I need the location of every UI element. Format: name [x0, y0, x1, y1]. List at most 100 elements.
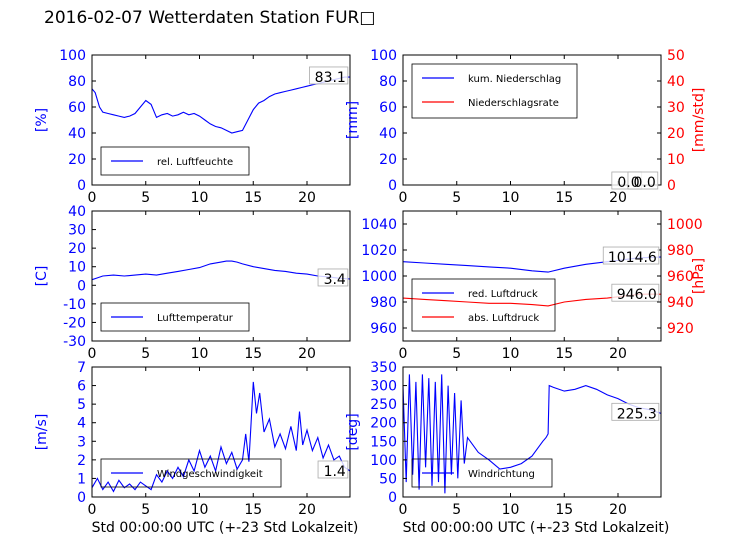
panel-middle-right — [402, 210, 662, 342]
y-axis-label: [%] — [34, 108, 50, 132]
annotation-value: 0.0 — [617, 175, 639, 191]
y-tick-label: 80 — [379, 74, 397, 90]
annotation-box — [317, 268, 349, 287]
legend-label: Niederschlagsrate — [468, 98, 559, 109]
y-axis-label: [m/s] — [34, 414, 50, 451]
x-tick-label: 20 — [298, 502, 316, 518]
y-tick-label: 60 — [68, 100, 86, 116]
x-tick-label: 20 — [298, 346, 316, 362]
y2-tick-label: 960 — [667, 269, 694, 285]
legend-box-bottom-right — [411, 458, 553, 488]
x-tick-label: 0 — [399, 346, 408, 362]
y-tick-label: 20 — [68, 241, 86, 257]
annotation-box — [627, 171, 659, 190]
legend-label: red. Luftdruck — [468, 289, 538, 300]
plot-frame-middle-left — [91, 210, 351, 342]
y-tick-label: 960 — [370, 321, 397, 337]
x-tick-label: 0 — [88, 346, 97, 362]
y-tick-label: 0 — [388, 490, 397, 506]
y-tick-label: 980 — [370, 295, 397, 311]
y2-tick-label: 920 — [667, 321, 694, 337]
x-tick-label: 0 — [399, 190, 408, 206]
plot-frame-bottom-right — [402, 366, 662, 498]
panel-middle-left — [91, 210, 351, 342]
legend-box-top-right — [411, 63, 578, 119]
series-line-middle-left-0 — [91, 260, 351, 281]
annotation-value: 1014.6 — [608, 250, 657, 266]
plot-frame-top-right — [402, 54, 662, 186]
y-tick-label: 0 — [388, 178, 397, 194]
y-tick-label: 0 — [77, 490, 86, 506]
panel-top-left — [91, 54, 351, 186]
annotation-box — [611, 402, 660, 421]
x-tick-label: 10 — [191, 502, 209, 518]
y2-tick-label: 1000 — [667, 217, 703, 233]
x-tick-label: 5 — [452, 502, 461, 518]
y-tick-label: 150 — [370, 434, 397, 450]
x-tick-label: 15 — [244, 346, 262, 362]
legend-label: Lufttemperatur — [157, 313, 234, 324]
y-tick-label: -20 — [63, 315, 86, 331]
y-tick-label: 20 — [379, 152, 397, 168]
y-tick-label: 30 — [68, 223, 86, 239]
y-tick-label: -10 — [63, 297, 86, 313]
x-tick-label: 5 — [141, 502, 150, 518]
y-tick-label: 60 — [379, 100, 397, 116]
y-tick-label: 40 — [68, 126, 86, 142]
y-axis-label: [C] — [34, 266, 50, 287]
figure-title: 2016-02-07 Wetterdaten Station FUR□ — [44, 8, 376, 28]
y-tick-label: 300 — [370, 379, 397, 395]
y2-axis-label: [mm/std] — [691, 88, 707, 153]
y-tick-label: 1 — [77, 471, 86, 487]
legend-box-bottom-left — [100, 458, 282, 488]
y2-tick-label: 10 — [667, 152, 685, 168]
y-tick-label: 1000 — [361, 269, 397, 285]
y2-tick-label: 30 — [667, 100, 685, 116]
y-tick-label: 50 — [379, 471, 397, 487]
legend-label: rel. Luftfeuchte — [157, 157, 233, 168]
x-tick-label: 10 — [191, 346, 209, 362]
series-line-bottom-left-0 — [91, 381, 351, 493]
plot-frame-bottom-left — [91, 366, 351, 498]
y-tick-label: 100 — [59, 48, 86, 64]
plot-frame-top-left — [91, 54, 351, 186]
x-tick-label: 0 — [399, 502, 408, 518]
x-tick-label: 10 — [191, 190, 209, 206]
y2-tick-label: 980 — [667, 243, 694, 259]
y-tick-label: 0 — [77, 278, 86, 294]
x-tick-label: 20 — [609, 502, 627, 518]
y-tick-label: 0 — [77, 178, 86, 194]
x-tick-label: 0 — [88, 502, 97, 518]
series-line-bottom-right-0 — [402, 374, 662, 494]
legend-label: Windgeschwindigkeit — [157, 469, 263, 480]
x-tick-label: 10 — [502, 502, 520, 518]
y-tick-label: 3 — [77, 434, 86, 450]
y-tick-label: 6 — [77, 379, 86, 395]
x-tick-label: 5 — [141, 190, 150, 206]
panel-bottom-left — [91, 366, 351, 498]
x-tick-label: 15 — [555, 346, 573, 362]
x-tick-label: 10 — [502, 346, 520, 362]
annotation-value: 3.4 — [324, 272, 346, 288]
y-tick-label: -30 — [63, 334, 86, 350]
y-axis-label: [mm] — [345, 101, 361, 139]
x-tick-label: 20 — [609, 346, 627, 362]
x-tick-label: 15 — [244, 502, 262, 518]
y-tick-label: 250 — [370, 397, 397, 413]
x-tick-label: 15 — [555, 190, 573, 206]
y-tick-label: 100 — [370, 48, 397, 64]
y2-tick-label: 50 — [667, 48, 685, 64]
x-tick-label: 5 — [452, 190, 461, 206]
legend-box-top-left — [100, 146, 250, 176]
legend-label: abs. Luftdruck — [468, 313, 539, 324]
annotation-box — [309, 66, 349, 85]
legend-label: Windrichtung — [468, 469, 535, 480]
annotation-value: 1.4 — [324, 464, 346, 480]
y-tick-label: 5 — [77, 397, 86, 413]
y-axis-label: [deg] — [345, 413, 361, 450]
annotation-box — [602, 246, 660, 265]
x-tick-label: 5 — [141, 346, 150, 362]
series-line-top-left-0 — [91, 76, 350, 134]
y-tick-label: 40 — [68, 204, 86, 220]
